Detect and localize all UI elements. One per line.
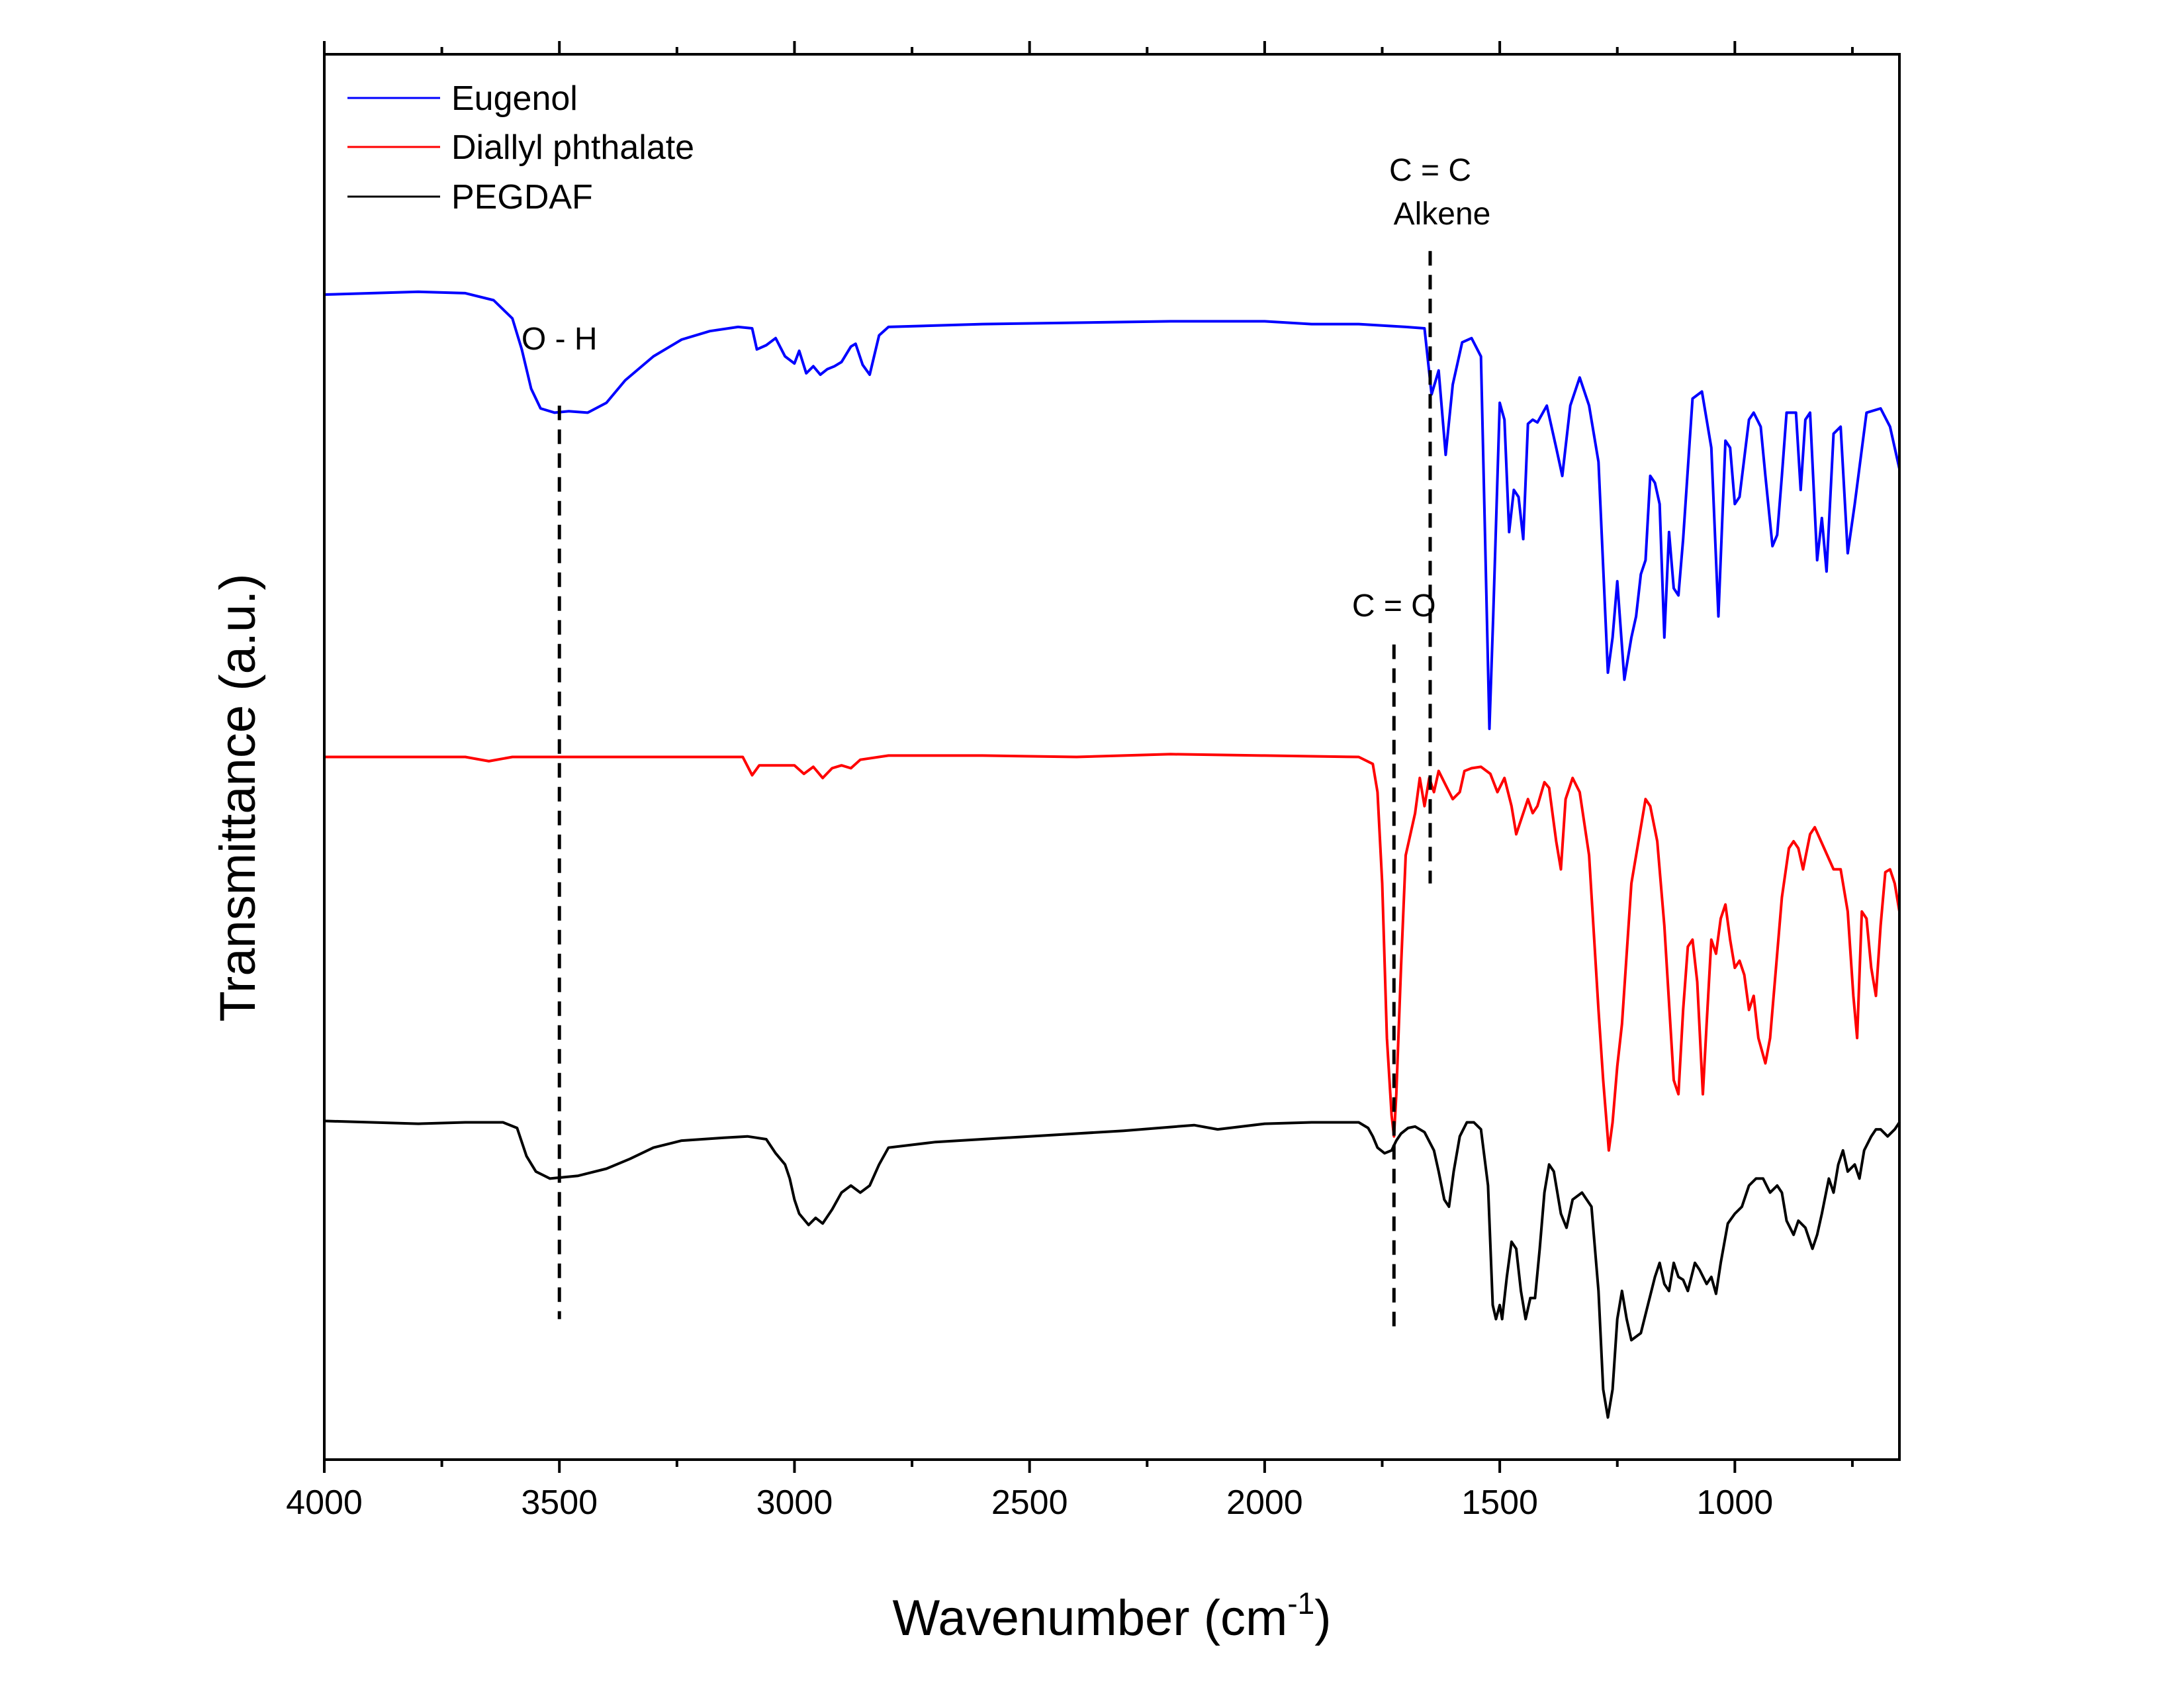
legend-label-pegdaf: PEGDAF [451,178,593,216]
series-line-diallyl-phthalate [323,753,1901,1152]
y-axis-title: Transmittance (a.u.) [210,573,266,1021]
x-tick-label: 3500 [521,1483,598,1522]
series-line-pegdaf [323,1119,1901,1419]
x-axis-title: Wavenumber (cm-1) [892,1586,1331,1646]
x-tick-label: 1000 [1696,1483,1773,1522]
legend-label-eugenol: Eugenol [451,79,578,118]
x-tick-label: 3000 [756,1483,833,1522]
legend: Eugenol Diallyl phthalate PEGDAF [347,79,694,216]
x-axis-ticks: 4000 3500 3000 2500 2000 1500 1000 [286,41,1854,1522]
annotation-label-cc-sub: Alkene [1394,197,1491,232]
series-line-eugenol [323,290,1901,730]
plot-frame [323,53,1901,1461]
legend-label-diallyl-phthalate: Diallyl phthalate [451,128,694,167]
x-tick-label: 2000 [1226,1483,1303,1522]
x-tick-label: 4000 [286,1483,363,1522]
plot-content: O - H C = O C = C Alkene [323,153,1901,1419]
annotation-label-oh: O - H [522,322,598,357]
annotation-label-co: C = O [1352,588,1436,624]
x-tick-label: 1500 [1461,1483,1538,1522]
x-tick-label: 2500 [991,1483,1068,1522]
annotation-label-cc: C = C [1389,153,1471,188]
